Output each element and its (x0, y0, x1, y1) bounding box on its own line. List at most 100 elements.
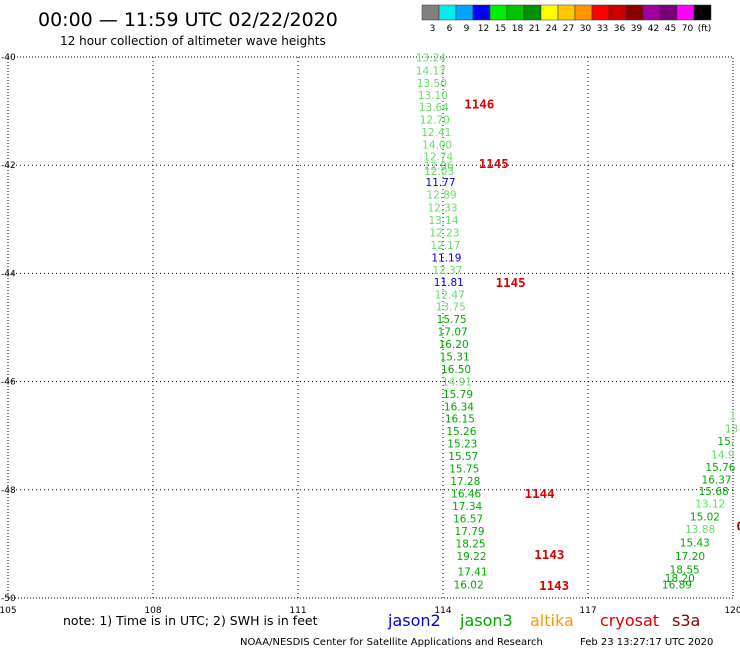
wave-height-label: 14.9 (711, 449, 734, 461)
time-label: 1143 (539, 578, 569, 593)
colorbar-label: 27 (563, 24, 574, 34)
time-label: 1144 (525, 486, 555, 501)
wave-height-label: 13.64 (419, 102, 449, 114)
x-tick-label: 111 (289, 606, 306, 616)
colorbar-swatch (574, 4, 593, 21)
wave-height-label: 16.46 (451, 488, 481, 500)
wave-height-label: 12.03 (424, 166, 454, 178)
legend-note: note: 1) Time is in UTC; 2) SWH is in fe… (63, 613, 318, 628)
wave-height-label: 15.79 (443, 389, 473, 401)
grid-lines (8, 57, 733, 598)
chart-subtitle: 12 hour collection of altimeter wave hei… (60, 34, 326, 48)
wave-height-label: 16.34 (444, 401, 474, 413)
colorbar-label: 6 (447, 24, 453, 34)
colorbar-swatch (676, 4, 695, 21)
colorbar-label: 21 (529, 24, 540, 34)
wave-height-label: 13.50 (417, 78, 447, 90)
wave-height-label: 18.55 (670, 565, 700, 577)
wave-height-label: 16.57 (453, 513, 483, 525)
x-tick-label: 105 (0, 606, 17, 616)
wave-height-label: 12.41 (421, 127, 451, 139)
wave-height-label: 14.00 (422, 139, 452, 151)
wave-height-label: 19.22 (456, 551, 486, 563)
wave-height-label: 11.81 (434, 277, 464, 289)
wave-height-label: 1 (730, 410, 737, 422)
y-tick-label: -42 (1, 161, 16, 171)
plot-area: 105 108 111 114 117 120 -40 -42 -44 -46 -48 -50 13.… (0, 52, 740, 616)
colorbar-swatch (608, 4, 627, 21)
wave-height-label: 12.47 (435, 289, 465, 301)
time-label: 1145 (479, 156, 509, 171)
wave-height-label: 16.20 (439, 339, 469, 351)
wave-height-label: 17.20 (675, 551, 705, 563)
satellite-altika: altika (530, 611, 574, 630)
time-labels: 1146 1145 1145 1144 1143 1143 0 (464, 96, 740, 592)
satellite-jason3: jason3 (459, 611, 513, 630)
wave-height-label: 18.20 (665, 573, 695, 585)
wave-height-label: 15.43 (680, 538, 710, 550)
colorbar-label: (ft) (698, 24, 712, 34)
wave-height-label: 12.23 (429, 228, 459, 240)
colorbar-swatch (642, 4, 661, 21)
colorbar-swatch (455, 4, 474, 21)
wave-height-label: 15.68 (699, 486, 729, 498)
y-tick-label: -44 (1, 269, 16, 279)
time-label: 1146 (464, 96, 494, 111)
time-label: 1143 (534, 547, 564, 562)
time-label: 0 (736, 518, 740, 533)
wave-height-label: 12.70 (420, 115, 450, 127)
colorbar-label: 39 (631, 24, 643, 34)
satellite-s3a: s3a (672, 611, 700, 630)
wave-height-label: 12.33 (427, 203, 457, 215)
wave-height-label: 11.19 (431, 252, 461, 264)
colorbar-label: 15 (495, 24, 506, 34)
colorbar: 3 6 9 12 15 18 21 24 27 30 33 36 39 42 45 70 (ft) (421, 4, 712, 34)
colorbar-label: 42 (648, 24, 659, 34)
wave-height-label: 12.37 (432, 265, 462, 277)
colorbar-swatch (438, 4, 457, 21)
wave-height-label: 16.37 (702, 474, 732, 486)
x-tick-label: 120 (724, 606, 740, 616)
colorbar-label: 24 (546, 24, 558, 34)
colorbar-swatch (591, 4, 610, 21)
wave-height-label: 17.79 (455, 526, 485, 538)
colorbar-label: 3 (430, 24, 436, 34)
wave-height-label: 13.24 (416, 52, 446, 64)
plot-frame (7, 56, 734, 599)
wave-height-label: 13 (725, 423, 738, 435)
colorbar-swatch (506, 4, 525, 21)
wave-height-label: 13.12 (695, 499, 725, 511)
colorbar-label: 36 (614, 24, 626, 34)
wave-height-label: 16.89 (662, 579, 692, 591)
y-tick-label: -46 (1, 378, 16, 388)
satellite-legend: jason2 jason3 altika cryosat s3a (387, 611, 700, 630)
y-tick-label: -48 (1, 486, 16, 496)
wave-height-label: 14.91 (442, 376, 472, 388)
wave-height-label: 15.02 (690, 512, 720, 524)
colorbar-label: 12 (478, 24, 489, 34)
colorbar-swatch (421, 4, 440, 21)
wave-height-label: 13.10 (418, 90, 448, 102)
colorbar-label: 18 (512, 24, 524, 34)
chart-title: 00:00 — 11:59 UTC 02/22/2020 (38, 9, 338, 31)
wave-height-label: 15.26 (446, 426, 476, 438)
wave-height-label: 15.31 (440, 352, 470, 364)
wave-height-label: 12.74 (423, 151, 453, 163)
wave-height-label: 12.17 (430, 240, 460, 252)
wave-height-label: 17.41 (457, 566, 487, 578)
wave-height-label: 16.15 (445, 414, 475, 426)
wave-height-label: 15. (717, 436, 734, 448)
wave-height-label: 16.02 (454, 579, 484, 591)
colorbar-swatch (472, 4, 491, 21)
colorbar-label: 70 (682, 24, 694, 34)
colorbar-swatch (693, 4, 712, 21)
y-tick-label: -40 (1, 53, 16, 63)
footer-credit: NOAA/NESDIS Center for Satellite Applica… (240, 637, 543, 648)
wave-height-label: 15.23 (447, 439, 477, 451)
wave-height-label: 13.75 (436, 302, 466, 314)
wave-height-label: 16.50 (441, 364, 471, 376)
wave-height-values: 13.2414.1713.5013.1013.6412.7012.4114.00… (416, 52, 738, 591)
wave-height-label: 12.06 (424, 161, 454, 173)
wave-height-label: 14.17 (416, 65, 446, 77)
wave-height-label: 15.75 (437, 314, 467, 326)
